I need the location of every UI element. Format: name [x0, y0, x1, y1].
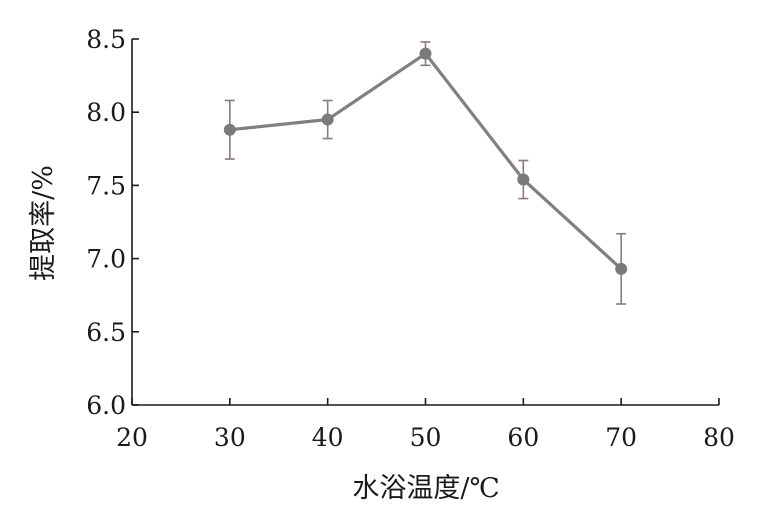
y-tick-label: 7.0	[86, 245, 126, 274]
data-point	[615, 262, 628, 275]
data-point	[419, 47, 432, 60]
y-tick-label: 7.5	[86, 171, 126, 200]
error-bars	[224, 41, 627, 305]
series-markers	[223, 47, 628, 275]
x-tick-label: 50	[410, 423, 442, 452]
x-tick-label: 60	[507, 423, 539, 452]
x-axis-ticks: 20 30 40 50 60 70 80	[116, 398, 735, 452]
x-axis-title: 水浴温度/℃	[352, 473, 499, 504]
y-tick-label: 6.0	[86, 391, 126, 420]
y-axis-title: 提取率/%	[28, 165, 59, 281]
x-tick-label: 80	[703, 423, 735, 452]
data-point	[321, 113, 334, 126]
x-tick-label: 30	[214, 423, 246, 452]
y-tick-label: 6.5	[86, 318, 126, 347]
data-point	[223, 123, 236, 136]
x-tick-label: 20	[116, 423, 148, 452]
series-line	[229, 52, 623, 271]
data-point	[517, 173, 530, 186]
x-tick-label: 40	[312, 423, 344, 452]
x-tick-label: 70	[605, 423, 637, 452]
y-tick-label: 8.0	[86, 98, 126, 127]
y-axis-ticks: 6.0 6.5 7.0 7.5 8.0 8.5	[86, 25, 139, 420]
y-tick-label: 8.5	[86, 25, 126, 54]
plot-area: 6.0 6.5 7.0 7.5 8.0 8.5 20 30 40 50 60 70 80	[86, 25, 735, 452]
